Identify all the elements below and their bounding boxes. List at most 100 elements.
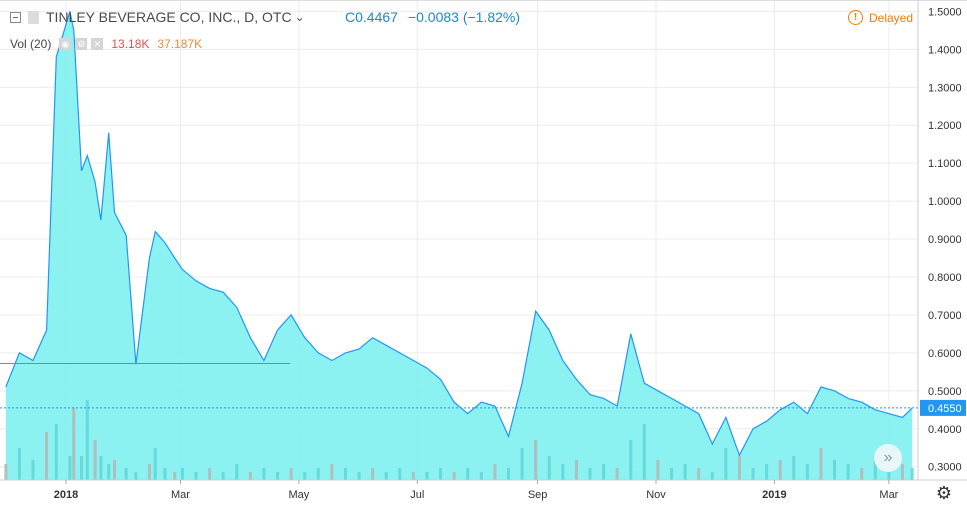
collapse-icon[interactable] [10, 11, 21, 23]
y-tick-label: 0.7000 [928, 310, 962, 322]
volume-bar [153, 448, 157, 480]
y-tick-label: 1.4000 [928, 44, 962, 56]
volume-bar [697, 468, 701, 480]
y-tick-label: 0.6000 [928, 348, 962, 360]
volume-bar [724, 448, 728, 480]
volume-bar [547, 456, 551, 480]
volume-bar [629, 440, 633, 480]
volume-bar [99, 456, 103, 480]
volume-bar [276, 472, 280, 480]
volume-bar [289, 468, 293, 480]
chevron-down-icon[interactable]: ⌄ [294, 10, 305, 24]
chevrons-right-icon[interactable]: » [874, 444, 902, 472]
volume-bar [4, 464, 8, 480]
volume-bar [303, 472, 307, 480]
x-tick-label: Nov [646, 489, 666, 501]
price-area [5, 11, 913, 481]
volume-bar [316, 468, 320, 480]
volume-bar [737, 456, 741, 480]
volume-bar [180, 468, 184, 480]
symbol-header: TINLEY BEVERAGE CO, INC., D, OTC ⌄ [10, 9, 305, 25]
volume-value: 13.18K [111, 37, 150, 51]
change-value: −0.0083 (−1.82%) [407, 9, 521, 25]
close-label: C [345, 9, 356, 25]
volume-bar [561, 464, 565, 480]
volume-ma-value: 37.187K [157, 37, 203, 51]
y-tick-label: 1.3000 [928, 82, 962, 94]
x-tick-label: May [288, 489, 309, 501]
volume-bar [107, 464, 111, 480]
volume-bar [602, 464, 606, 480]
volume-bar [466, 468, 470, 480]
gear-icon[interactable]: ⚙ [935, 483, 953, 503]
last-price-label: 0.4550 [928, 403, 962, 415]
volume-bar [262, 468, 266, 480]
volume-bar [860, 468, 864, 480]
y-tick-label: 0.9000 [928, 234, 962, 246]
volume-bar [343, 468, 347, 480]
volume-bar [80, 456, 84, 480]
settings-icon[interactable]: ⚙ [75, 38, 88, 50]
volume-bar [113, 460, 117, 480]
volume-bar [54, 424, 58, 480]
volume-bar [173, 472, 177, 480]
volume-bar [124, 468, 128, 480]
volume-bar [425, 472, 429, 480]
warning-icon: ! [848, 10, 863, 25]
ohlc-readout: C0.4467 −0.0083 (−1.82%) [345, 9, 520, 25]
volume-bar [330, 464, 334, 480]
volume-bar [163, 468, 167, 480]
volume-bar [900, 464, 904, 480]
volume-bar [72, 408, 76, 480]
close-icon[interactable]: ✕ [91, 38, 104, 50]
volume-bar [85, 400, 89, 480]
x-tick-label: Jul [410, 489, 424, 501]
volume-bar [910, 468, 914, 480]
series-hide-toggle[interactable] [28, 10, 39, 24]
delayed-badge[interactable]: ! Delayed [848, 10, 913, 25]
volume-bar [792, 456, 796, 480]
y-tick-label: 1.5000 [928, 6, 962, 18]
volume-bar [194, 472, 198, 480]
volume-bar [371, 468, 375, 480]
volume-bar [452, 472, 456, 480]
volume-bar [221, 472, 225, 480]
volume-bar [615, 468, 619, 480]
volume-bar [493, 464, 497, 480]
volume-bar [656, 460, 660, 480]
eye-icon[interactable]: ◉ [59, 38, 72, 50]
volume-bar [17, 448, 21, 480]
symbol-label[interactable]: TINLEY BEVERAGE CO, INC., D, OTC [46, 9, 292, 25]
y-tick-label: 0.5000 [928, 386, 962, 398]
volume-bar [846, 464, 850, 480]
last-price-badge [920, 399, 966, 416]
volume-bar [31, 460, 35, 480]
y-tick-label: 1.1000 [928, 158, 962, 170]
delayed-label: Delayed [869, 10, 914, 25]
volume-bar [248, 472, 252, 480]
volume-bar [208, 468, 212, 480]
volume-label[interactable]: Vol (20) [10, 37, 52, 51]
x-tick-label: Mar [171, 489, 190, 501]
close-value: 0.4467 [355, 9, 398, 25]
volume-bar [506, 468, 510, 480]
volume-bar [751, 468, 755, 480]
volume-bar [479, 472, 483, 480]
x-tick-label: Sep [528, 489, 548, 501]
volume-bar [765, 464, 769, 480]
volume-bar [45, 432, 49, 480]
volume-bar [778, 460, 782, 480]
volume-bar [411, 472, 415, 480]
volume-bar [588, 468, 592, 480]
volume-bar [520, 448, 524, 480]
volume-bar [833, 460, 837, 480]
volume-bar [819, 448, 823, 480]
volume-bar [235, 464, 239, 480]
volume-bar [357, 472, 361, 480]
price-line [5, 11, 913, 457]
x-tick-label: 2019 [762, 489, 786, 501]
y-tick-label: 1.0000 [928, 196, 962, 208]
volume-bar [68, 456, 72, 480]
